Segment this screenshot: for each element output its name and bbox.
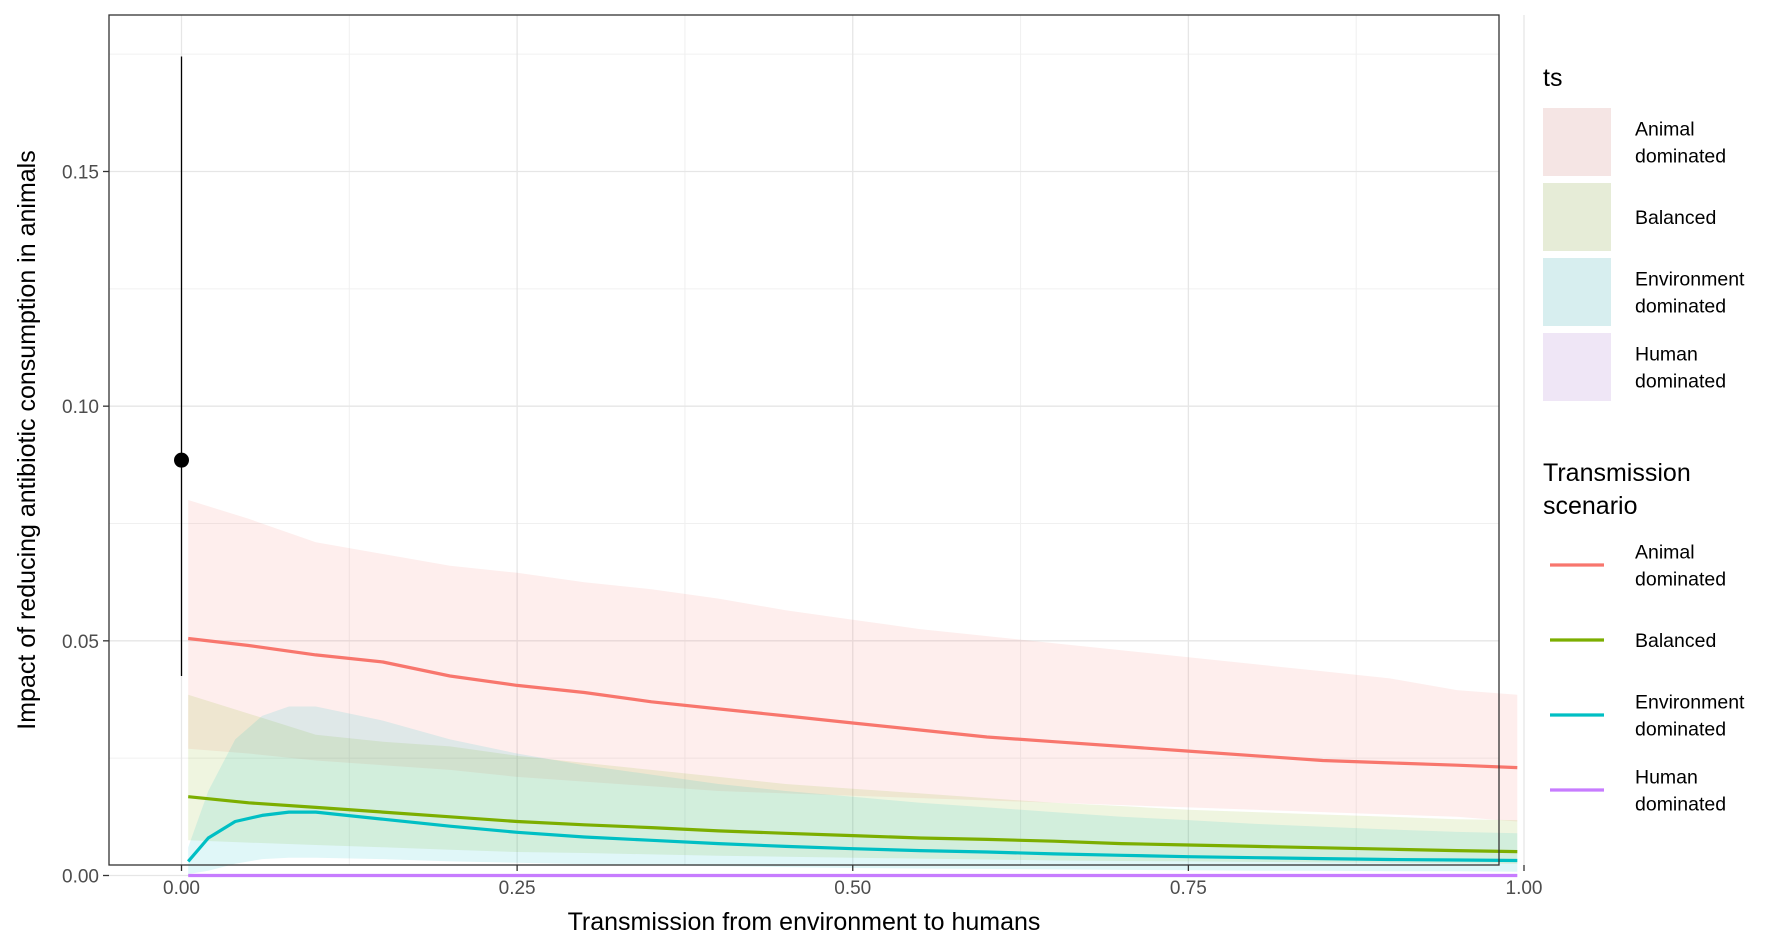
legend-key-fill	[1543, 108, 1611, 176]
legend-label: Environment dominated	[1635, 692, 1745, 741]
legend-label: Human dominated	[1635, 767, 1726, 816]
legend-swatch-fill	[1543, 108, 1611, 176]
y-tick-label: 0.15	[62, 163, 99, 184]
legend-swatch-fill	[1543, 333, 1611, 401]
series-lines	[186, 636, 1518, 878]
legend-line: Animal dominated Balanced Environment domina…	[1550, 542, 1745, 816]
legend-label: Human dominated	[1635, 344, 1726, 393]
y-tick-label: 0.10	[62, 397, 99, 418]
legend-title-line: Transmission scenario	[1543, 459, 1691, 520]
ribbon	[188, 500, 1518, 822]
x-tick-label: 0.50	[834, 878, 871, 899]
y-tick-label: 0.00	[62, 867, 99, 888]
legend-title-fill: ts	[1543, 64, 1562, 92]
legend-label: Balanced	[1635, 630, 1716, 652]
legend-key-fill	[1543, 333, 1611, 401]
legend-key-fill	[1543, 258, 1611, 326]
observed-point	[174, 56, 189, 677]
legend-label: Balanced	[1635, 207, 1716, 229]
x-tick-label: 0.75	[1170, 878, 1207, 899]
x-axis-title: Transmission from environment to humans	[568, 908, 1041, 936]
plot-background	[109, 15, 1499, 865]
legend-fill: Animal dominated Balanced Environment domina…	[1543, 108, 1745, 401]
x-tick-label: 0.25	[499, 878, 536, 899]
series-line	[188, 795, 1518, 854]
data-point	[174, 452, 189, 468]
legend-swatch-fill	[1543, 258, 1611, 326]
y-tick-label: 0.05	[62, 632, 99, 653]
series-line	[186, 810, 1518, 863]
y-axis-title: Impact of reducing antibiotic consumptio…	[13, 150, 41, 729]
legend-label: Environment dominated	[1635, 269, 1745, 318]
legend-key-fill	[1543, 183, 1611, 251]
legend-label: Animal dominated	[1635, 542, 1726, 591]
legend-swatch-fill	[1543, 183, 1611, 251]
legend-title-line-text: Transmission scenario	[1543, 459, 1691, 520]
legend-label: Animal dominated	[1635, 119, 1726, 168]
x-tick-label: 0.00	[163, 878, 200, 899]
series-line	[188, 636, 1518, 770]
plot-border	[108, 14, 1500, 866]
x-tick-label: 1.00	[1506, 878, 1543, 899]
axis-ticks: 0.00 0.25 0.50 0.75 1.00 0.00 0.05 0.10 0.15	[62, 163, 1542, 900]
